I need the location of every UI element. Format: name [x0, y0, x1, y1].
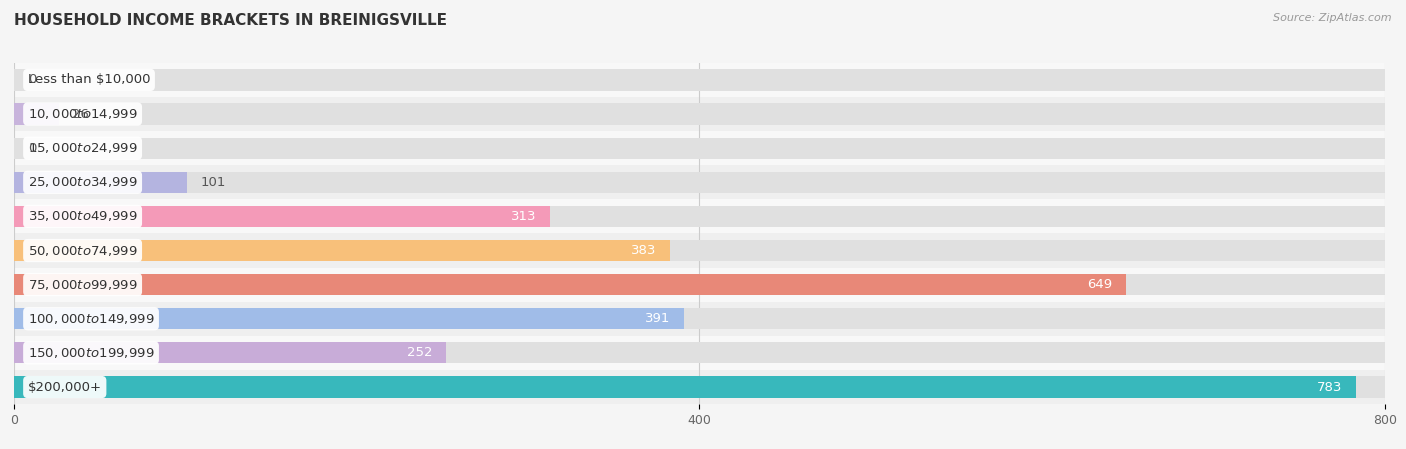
Text: $50,000 to $74,999: $50,000 to $74,999: [28, 243, 138, 258]
Text: $25,000 to $34,999: $25,000 to $34,999: [28, 175, 138, 189]
Text: $15,000 to $24,999: $15,000 to $24,999: [28, 141, 138, 155]
Bar: [14, 342, 446, 364]
Bar: [14, 274, 1126, 295]
Bar: [14, 370, 1385, 404]
Bar: [14, 69, 1385, 91]
Bar: [14, 206, 550, 227]
Bar: [14, 172, 187, 193]
Bar: [14, 274, 1385, 295]
Bar: [14, 137, 1385, 159]
Bar: [14, 336, 1385, 370]
Text: 0: 0: [28, 142, 37, 154]
Text: 649: 649: [1087, 278, 1112, 291]
Bar: [14, 240, 1385, 261]
Bar: [14, 103, 59, 125]
Bar: [14, 103, 1385, 125]
Bar: [14, 199, 1385, 233]
Text: $10,000 to $14,999: $10,000 to $14,999: [28, 107, 138, 121]
Text: Less than $10,000: Less than $10,000: [28, 74, 150, 86]
Text: $100,000 to $149,999: $100,000 to $149,999: [28, 312, 155, 326]
Bar: [14, 376, 1385, 398]
Text: 383: 383: [631, 244, 657, 257]
Text: $150,000 to $199,999: $150,000 to $199,999: [28, 346, 155, 360]
Text: 313: 313: [512, 210, 537, 223]
Bar: [14, 233, 1385, 268]
Text: 0: 0: [28, 74, 37, 86]
Bar: [14, 63, 1385, 97]
Text: Source: ZipAtlas.com: Source: ZipAtlas.com: [1274, 13, 1392, 23]
Text: 391: 391: [645, 313, 671, 325]
Text: 783: 783: [1316, 381, 1343, 393]
Bar: [14, 308, 685, 330]
Text: HOUSEHOLD INCOME BRACKETS IN BREINIGSVILLE: HOUSEHOLD INCOME BRACKETS IN BREINIGSVIL…: [14, 13, 447, 28]
Bar: [14, 308, 1385, 330]
Text: $200,000+: $200,000+: [28, 381, 101, 393]
Bar: [14, 268, 1385, 302]
Bar: [14, 206, 1385, 227]
Text: 101: 101: [201, 176, 226, 189]
Bar: [14, 97, 1385, 131]
Bar: [14, 342, 1385, 364]
Bar: [14, 131, 1385, 165]
Text: 252: 252: [406, 347, 432, 359]
Bar: [14, 376, 1355, 398]
Text: $35,000 to $49,999: $35,000 to $49,999: [28, 209, 138, 224]
Bar: [14, 165, 1385, 199]
Bar: [14, 302, 1385, 336]
Bar: [14, 240, 671, 261]
Text: 26: 26: [72, 108, 89, 120]
Bar: [14, 172, 1385, 193]
Text: $75,000 to $99,999: $75,000 to $99,999: [28, 277, 138, 292]
